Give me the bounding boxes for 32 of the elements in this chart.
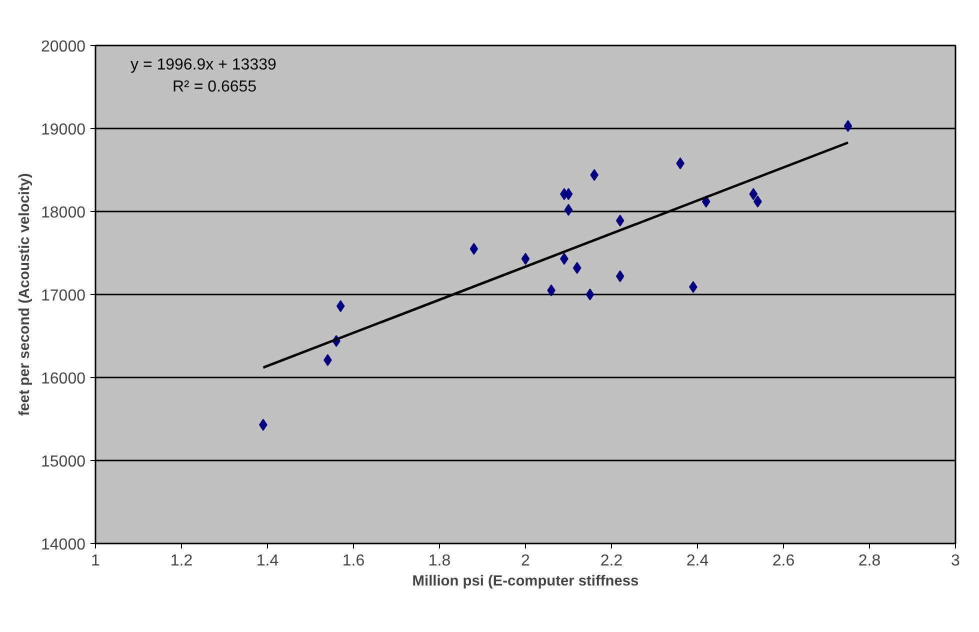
point (470, 242, 478, 255)
y-tick-label: 17000 (41, 288, 86, 304)
point (586, 288, 594, 300)
point (844, 120, 852, 132)
y-tick-label: 19000 (41, 122, 86, 138)
point (572, 262, 582, 274)
x-tick-label: 2.2 (600, 552, 623, 570)
y-tick-label: 15000 (41, 454, 86, 470)
annotation: R² = 0.6655 (172, 78, 257, 96)
y-tick-label: 18000 (41, 204, 86, 222)
annotation: y = 1996.9x + 13339 (130, 56, 276, 74)
x-tick-label: 1.4 (256, 552, 279, 570)
point (564, 204, 573, 216)
x-axis-title: Million psi (E-computer stiffness (412, 574, 639, 590)
y-tick-label: 14000 (41, 536, 86, 554)
x-tick-label: 2.6 (772, 552, 795, 570)
x-tick-label: 2 (521, 552, 530, 570)
x-tick-label: 1.2 (170, 552, 193, 570)
x-tick-label: 1 (91, 552, 100, 570)
x-tick-label: 2.8 (858, 552, 881, 570)
x-tick-label: 1.8 (428, 552, 451, 570)
y-tick-label: 16000 (41, 370, 86, 388)
point (616, 214, 624, 227)
x-tick-label: 2.4 (686, 552, 709, 570)
point (336, 300, 345, 312)
x-tick-label: 3 (951, 552, 960, 570)
y-tick-label: 20000 (41, 38, 86, 56)
point (521, 252, 530, 265)
y-axis-title: feet per second (Acoustic velocity) (17, 173, 34, 416)
point (749, 188, 758, 200)
x-tick-label: 1.6 (342, 552, 365, 570)
point (616, 270, 624, 282)
